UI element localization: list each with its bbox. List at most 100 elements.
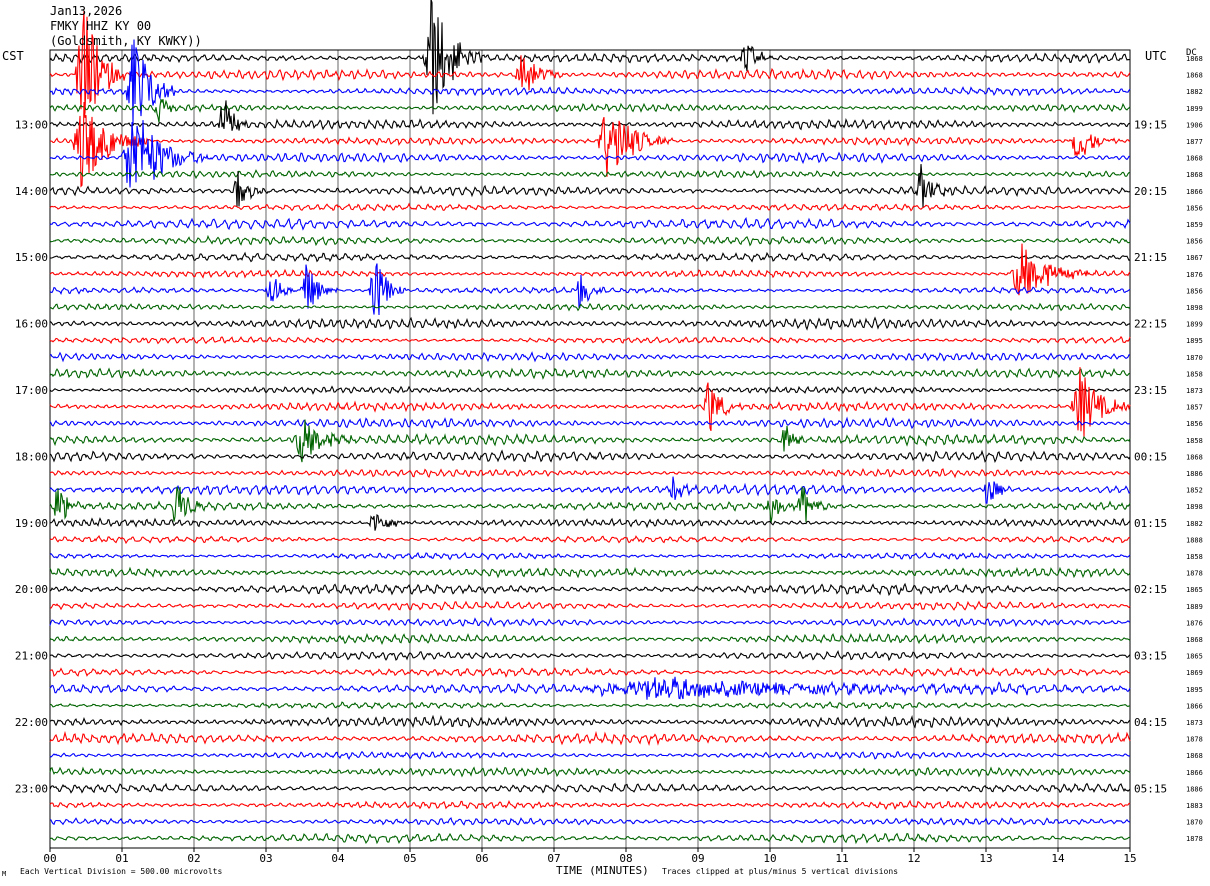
dc-offset-label: 1869: [1186, 669, 1203, 677]
dc-offset-label: 1898: [1186, 503, 1203, 511]
trace-line: [49, 832, 1130, 845]
x-tick-label: 07: [547, 852, 560, 865]
trace-line: [49, 701, 1131, 710]
left-hour-label: 19:00: [15, 517, 48, 530]
dc-offset-label: 1899: [1186, 105, 1203, 113]
right-hour-label: 20:15: [1134, 185, 1167, 198]
dc-offset-label: 1906: [1186, 121, 1203, 129]
trace-line: [49, 169, 1131, 180]
dc-offset-label: 1856: [1186, 287, 1203, 295]
left-timezone-label: CST: [2, 49, 24, 63]
dc-offset-label: 1888: [1186, 536, 1203, 544]
trace-line: [49, 476, 1131, 504]
trace-line: [49, 632, 1131, 645]
trace-line: [49, 302, 1131, 312]
left-hour-label: 13:00: [15, 118, 48, 131]
left-hour-label: 20:00: [15, 583, 48, 596]
dc-offset-label: 1856: [1186, 420, 1203, 428]
x-axis-title: TIME (MINUTES): [556, 864, 649, 877]
dc-offset-label: 1865: [1186, 653, 1203, 661]
dc-offset-label: 1870: [1186, 819, 1203, 827]
trace-line: [49, 730, 1131, 746]
right-hour-label: 01:15: [1134, 517, 1167, 530]
x-tick-label: 14: [1051, 852, 1065, 865]
dc-offset-label: 1899: [1186, 321, 1203, 329]
trace-line: [49, 385, 1131, 395]
dc-offset-label: 1878: [1186, 736, 1203, 744]
x-tick-label: 00: [43, 852, 56, 865]
right-hour-label: 05:15: [1134, 782, 1167, 795]
dc-offset-label: 1868: [1186, 752, 1203, 760]
dc-offset-label: 1895: [1186, 337, 1203, 345]
corner-mark: M: [2, 870, 7, 878]
x-tick-label: 06: [475, 852, 488, 865]
trace-line: [49, 316, 1131, 331]
trace-line: [49, 419, 1131, 463]
left-hour-label: 14:00: [15, 185, 48, 198]
trace-line: [49, 100, 1131, 131]
trace-line: [49, 486, 1131, 524]
x-tick-label: 09: [691, 852, 704, 865]
x-tick-label: 03: [259, 852, 272, 865]
trace-line: [49, 164, 1131, 209]
dc-offset-label: 1856: [1186, 238, 1203, 246]
dc-offset-label: 1878: [1186, 835, 1203, 843]
axis-label-group: 00 01 02 03 04 05 06 07 08 09 10 11 12 13 14 15 13:00 14:…: [15, 55, 1203, 865]
trace-line: [49, 514, 1131, 531]
x-tick-label: 11: [835, 852, 848, 865]
trace-group: [49, 0, 1131, 845]
trace-line: [49, 535, 1131, 545]
right-hour-label: 23:15: [1134, 384, 1167, 397]
dc-offset-label: 1882: [1186, 520, 1203, 528]
dc-offset-label: 1868: [1186, 453, 1203, 461]
right-hour-label: 02:15: [1134, 583, 1167, 596]
left-hour-label: 16:00: [15, 318, 48, 331]
dc-offset-label: 1857: [1186, 404, 1203, 412]
right-hour-label: 00:15: [1134, 450, 1167, 463]
right-timezone-label: UTC: [1145, 49, 1167, 63]
dc-offset-label: 1868: [1186, 55, 1203, 63]
trace-line: [49, 799, 1131, 811]
dc-offset-label: 1873: [1186, 719, 1203, 727]
trace-line: [49, 39, 1131, 127]
trace-line: [49, 582, 1131, 597]
trace-line: [49, 468, 1131, 479]
x-tick-label: 15: [1123, 852, 1136, 865]
trace-line: [49, 676, 1131, 700]
trace-line: [49, 367, 1131, 438]
trace-line: [49, 202, 1130, 212]
dc-offset-label: 1868: [1186, 171, 1203, 179]
trace-line: [49, 251, 1131, 263]
trace-line: [49, 616, 1131, 628]
dc-offset-label: 1889: [1186, 603, 1203, 611]
minute-grid: [49, 49, 1131, 849]
trace-line: [49, 263, 1131, 316]
dc-offset-label: 1866: [1186, 188, 1203, 196]
dc-offset-label: 1868: [1186, 636, 1203, 644]
trace-line: [49, 714, 1131, 729]
trace-line: [49, 243, 1131, 296]
trace-line: [49, 750, 1131, 760]
dc-offset-label: 1856: [1186, 204, 1203, 212]
dc-offset-label: 1882: [1186, 88, 1203, 96]
plot-frame: [49, 49, 1131, 849]
dc-offset-label: 1868: [1186, 155, 1203, 163]
dc-offset-label: 1886: [1186, 470, 1203, 478]
trace-line: [49, 551, 1131, 561]
right-hour-label: 22:15: [1134, 318, 1167, 331]
x-tick-label: 04: [331, 852, 345, 865]
dc-offset-label: 1865: [1186, 586, 1203, 594]
x-tick-label: 08: [619, 852, 632, 865]
plot-date: Jan13,2026: [50, 4, 123, 18]
dc-offset-label: 1868: [1186, 72, 1203, 80]
x-tick-label: 05: [403, 852, 416, 865]
dc-column-label: DC: [1186, 48, 1197, 58]
trace-line: [49, 367, 1131, 380]
station-location: (Goldsmith, KY KWKY)): [50, 34, 202, 48]
dc-offset-label: 1866: [1186, 702, 1203, 710]
trace-line: [49, 120, 1131, 188]
trace-line: [49, 217, 1131, 231]
dc-offset-label: 1867: [1186, 254, 1203, 262]
trace-line: [49, 0, 1131, 115]
trace-line: [49, 766, 1131, 778]
